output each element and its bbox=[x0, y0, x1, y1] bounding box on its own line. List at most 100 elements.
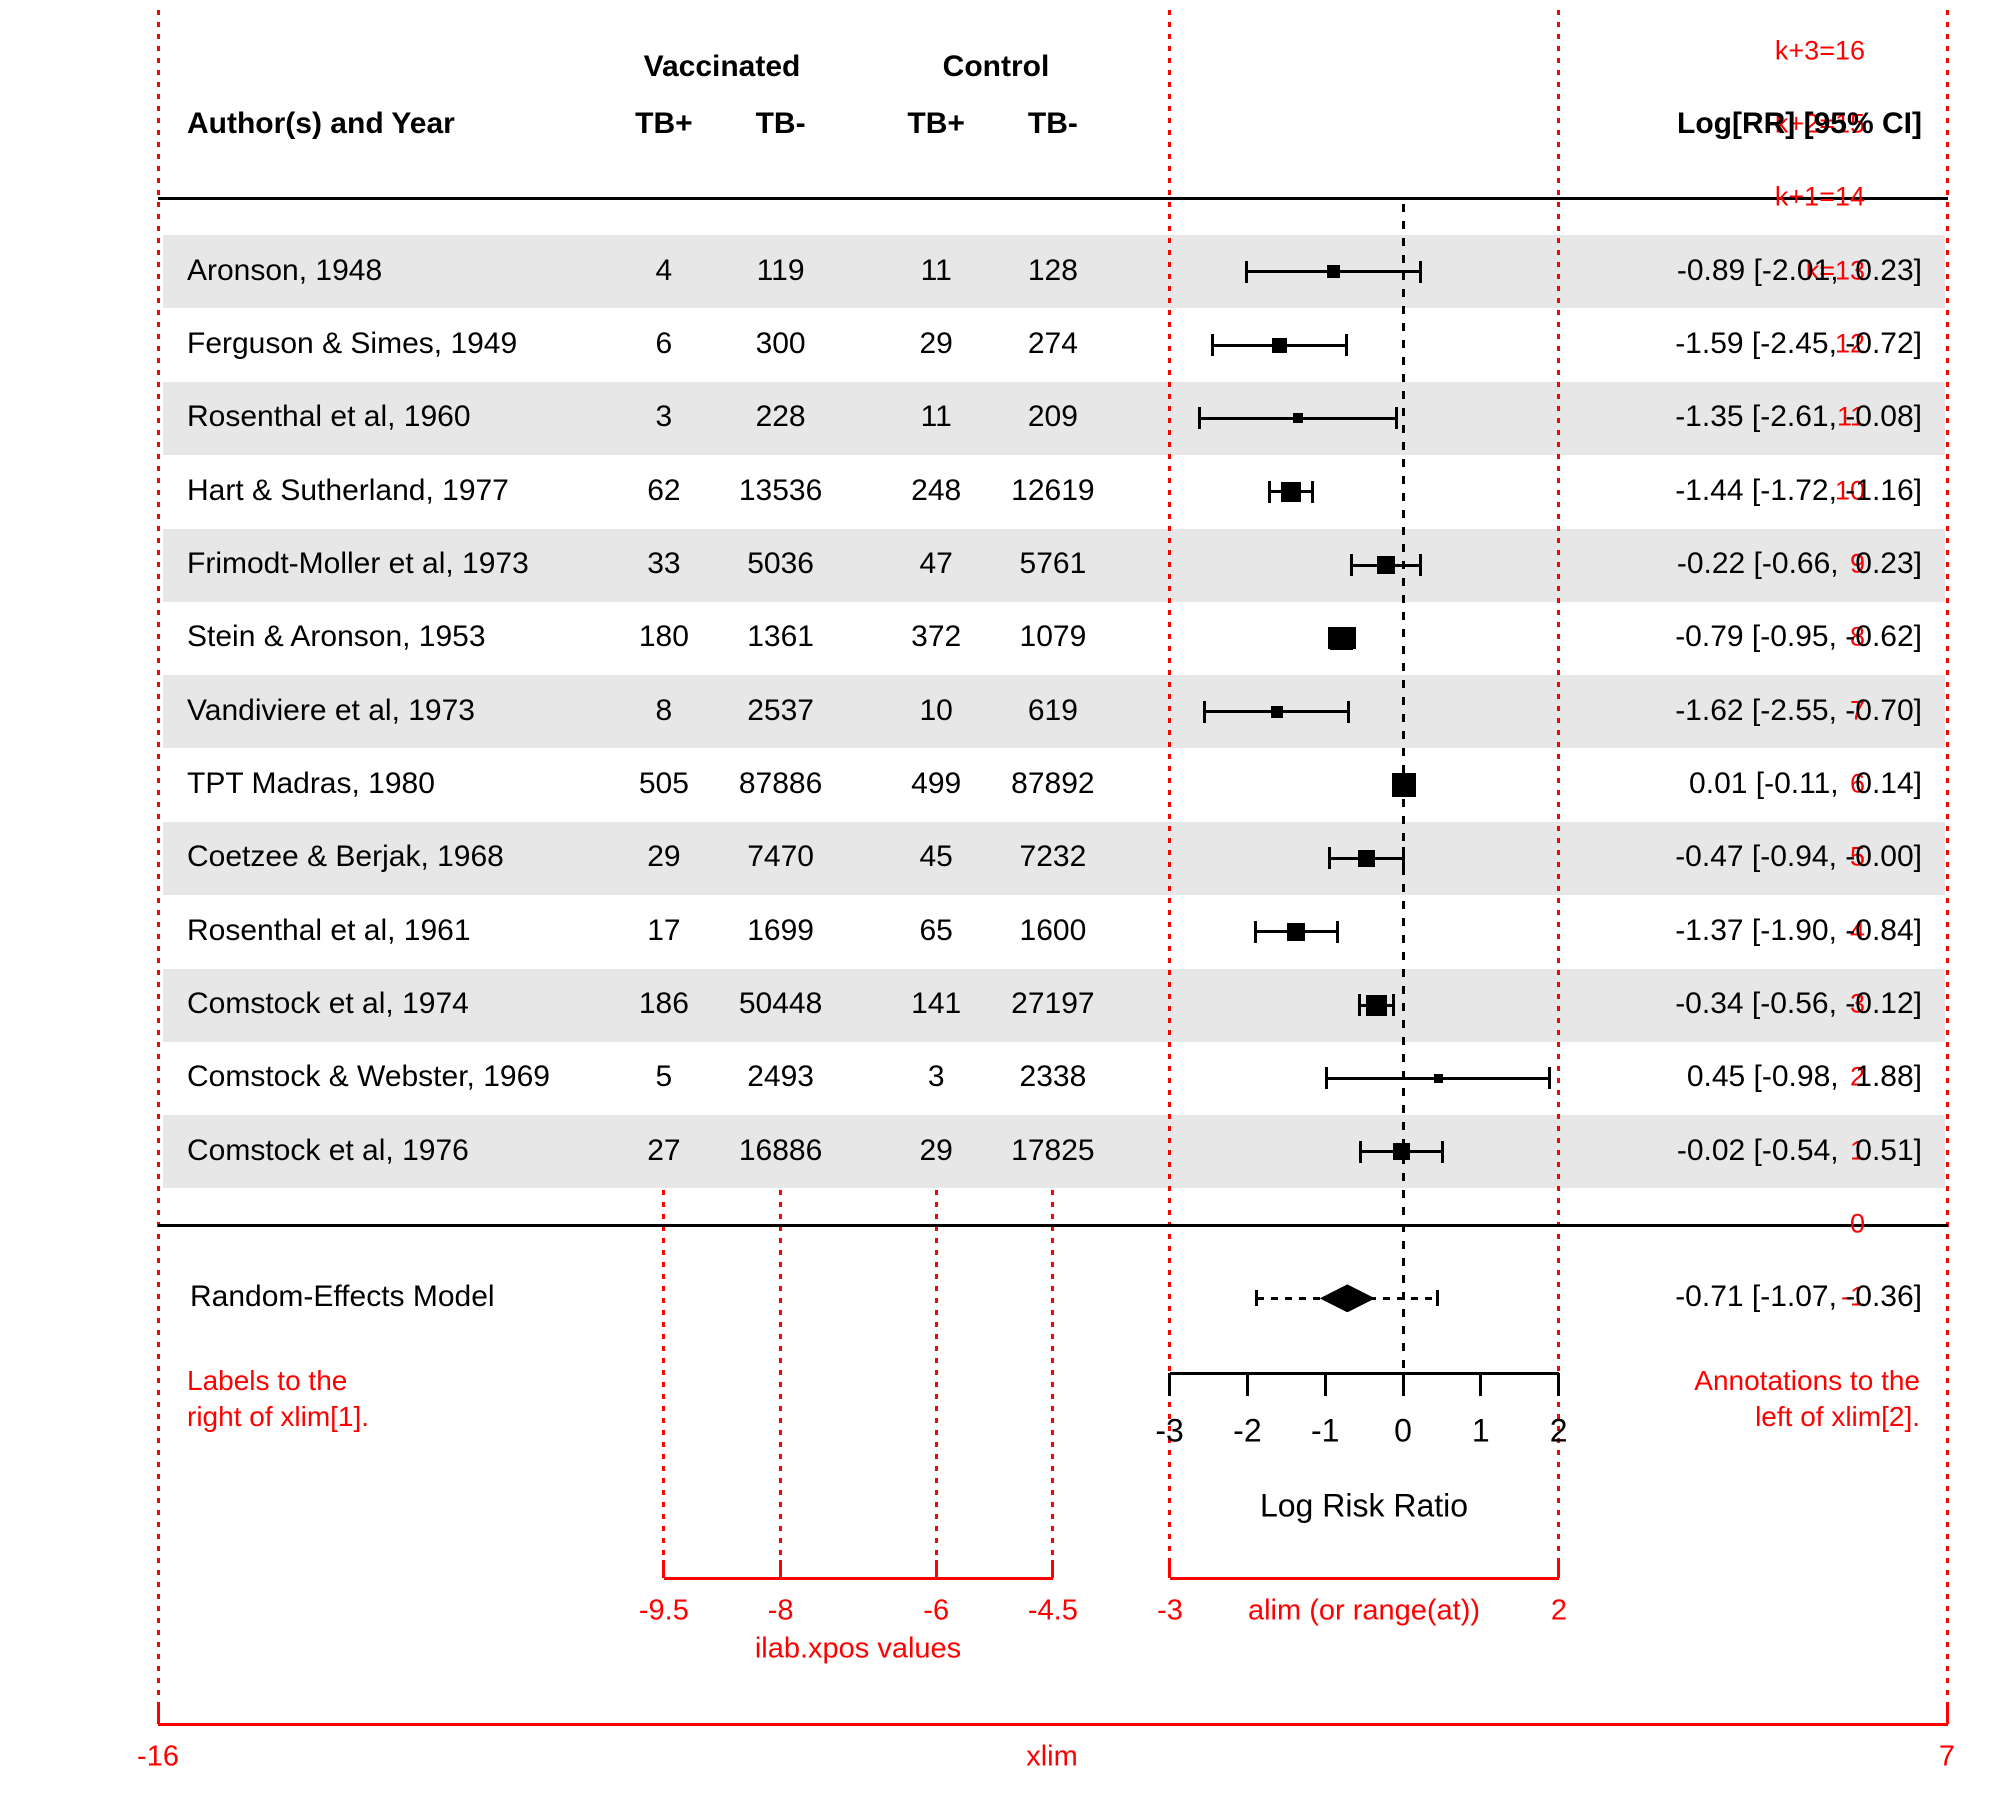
study-count: 3 bbox=[927, 1060, 945, 1094]
effect-square bbox=[1392, 1143, 1410, 1161]
ci-cap-left bbox=[1253, 920, 1257, 943]
study-count: 33 bbox=[647, 546, 681, 580]
study-count: 505 bbox=[638, 766, 689, 800]
study-count: 8 bbox=[655, 693, 673, 727]
effect-square bbox=[1357, 849, 1375, 867]
study-author: Comstock & Webster, 1969 bbox=[187, 1060, 550, 1094]
study-annotation: -1.62 [-2.55, -0.70] bbox=[1675, 693, 1922, 727]
effect-square bbox=[1366, 994, 1388, 1016]
annotations-note-line2: left of xlim[2]. bbox=[1755, 1400, 1920, 1432]
ci-cap-left bbox=[1203, 700, 1207, 723]
ilab-ruler-tick-label: -6 bbox=[923, 1594, 950, 1627]
ci-cap-right bbox=[1347, 700, 1351, 723]
row-number-label: 6 bbox=[1849, 768, 1865, 799]
ci-cap-right bbox=[1311, 480, 1315, 503]
x-axis-tick-label: 2 bbox=[1549, 1412, 1568, 1449]
study-count: 12619 bbox=[1011, 473, 1095, 507]
study-annotation: -0.89 [-2.01, 0.23] bbox=[1676, 253, 1922, 287]
study-count: 87892 bbox=[1011, 766, 1095, 800]
shaded-row-band bbox=[163, 968, 1945, 1042]
shaded-row-band bbox=[163, 235, 1945, 309]
row-number-label: 0 bbox=[1849, 1208, 1865, 1239]
ilab-ruler-tick-label: -9.5 bbox=[638, 1594, 689, 1627]
effect-square bbox=[1327, 265, 1341, 279]
study-count: 16886 bbox=[738, 1133, 823, 1167]
study-count: 17 bbox=[647, 913, 681, 947]
study-count: 29 bbox=[647, 840, 681, 874]
study-count: 128 bbox=[1027, 253, 1078, 287]
author-column-header: Author(s) and Year bbox=[187, 106, 455, 140]
prediction-interval-cap-left bbox=[1255, 1290, 1259, 1307]
study-count: 2537 bbox=[747, 693, 814, 727]
ci-cap-left bbox=[1245, 260, 1249, 283]
alim-ruler-caption: alim (or range(at)) bbox=[1247, 1594, 1481, 1627]
study-annotation: -0.02 [-0.54, 0.51] bbox=[1676, 1133, 1922, 1167]
ilab-ruler-caption: ilab.xpos values bbox=[754, 1632, 962, 1665]
alim-ruler-tick-left bbox=[1168, 1560, 1172, 1578]
alim-ruler-line bbox=[1169, 1576, 1559, 1580]
ilab-ruler-tick-label: -4.5 bbox=[1027, 1594, 1078, 1627]
study-author: Frimodt-Moller et al, 1973 bbox=[187, 546, 529, 580]
x-axis-tick-label: 0 bbox=[1394, 1412, 1412, 1449]
alim-right-guide-line bbox=[1557, 10, 1561, 1578]
row-number-label: -1 bbox=[1840, 1281, 1865, 1312]
xlim-left-guide-line bbox=[156, 10, 160, 1724]
subcolumn-header: TB- bbox=[755, 106, 806, 140]
xlim-ruler-tick-right bbox=[1946, 1706, 1950, 1724]
x-axis-tick bbox=[1557, 1373, 1561, 1396]
row-number-label: 11 bbox=[1836, 401, 1865, 432]
ilab-ruler-tick bbox=[934, 1560, 938, 1578]
row-number-label: k+2=15 bbox=[1774, 108, 1865, 139]
x-axis-tick-label: -3 bbox=[1155, 1412, 1184, 1449]
study-count: 50448 bbox=[738, 986, 823, 1020]
effect-square bbox=[1271, 337, 1287, 353]
study-count: 10 bbox=[919, 693, 953, 727]
alim-ruler-tick-right bbox=[1557, 1560, 1561, 1578]
subcolumn-header: TB+ bbox=[907, 106, 965, 140]
ilab-ruler-tick bbox=[662, 1560, 666, 1578]
effect-square bbox=[1391, 773, 1416, 797]
row-number-label: k+3=16 bbox=[1774, 35, 1865, 66]
ci-cap-right bbox=[1401, 847, 1405, 870]
row-number-label: 7 bbox=[1849, 695, 1865, 726]
study-count: 5761 bbox=[1019, 546, 1087, 580]
study-annotation: -1.44 [-1.72, -1.16] bbox=[1675, 473, 1922, 507]
study-count: 29 bbox=[919, 326, 953, 360]
study-count: 619 bbox=[1027, 693, 1078, 727]
study-author: Comstock et al, 1974 bbox=[187, 986, 469, 1020]
study-author: Stein & Aronson, 1953 bbox=[187, 620, 486, 654]
shaded-row-band bbox=[163, 675, 1945, 749]
ci-cap-right bbox=[1353, 627, 1357, 650]
x-axis-tick-label: -2 bbox=[1233, 1412, 1262, 1449]
shaded-row-band bbox=[163, 528, 1945, 602]
ilab-ruler-tick bbox=[1051, 1560, 1055, 1578]
ilab-ruler-tick-label: -8 bbox=[767, 1594, 794, 1627]
effect-square bbox=[1376, 556, 1395, 574]
subcolumn-header: TB+ bbox=[635, 106, 693, 140]
x-axis-tick bbox=[1245, 1373, 1249, 1396]
study-count: 248 bbox=[911, 473, 962, 507]
study-annotation: -1.37 [-1.90, -0.84] bbox=[1675, 913, 1922, 947]
study-author: Hart & Sutherland, 1977 bbox=[187, 473, 509, 507]
ci-cap-left bbox=[1198, 407, 1202, 430]
subcolumn-header: TB- bbox=[1027, 106, 1078, 140]
study-count: 186 bbox=[638, 986, 689, 1020]
shaded-row-band bbox=[163, 1115, 1945, 1189]
ci-cap-left bbox=[1328, 847, 1332, 870]
effect-square bbox=[1292, 413, 1303, 424]
summary-annotation: -0.71 [-1.07, -0.36] bbox=[1675, 1280, 1922, 1314]
study-count: 4 bbox=[655, 253, 673, 287]
ilab-xpos-guide-line bbox=[934, 1190, 938, 1578]
study-count: 17825 bbox=[1011, 1133, 1095, 1167]
ci-cap-left bbox=[1267, 480, 1271, 503]
study-annotation: -0.34 [-0.56, -0.12] bbox=[1675, 986, 1922, 1020]
study-count: 13536 bbox=[738, 473, 823, 507]
study-count: 209 bbox=[1027, 400, 1078, 434]
ci-cap-left bbox=[1350, 554, 1354, 576]
row-number-label: 12 bbox=[1834, 328, 1865, 359]
annotations-note-line1: Annotations to the bbox=[1694, 1364, 1920, 1396]
study-count: 27197 bbox=[1011, 986, 1095, 1020]
study-author: TPT Madras, 1980 bbox=[187, 766, 435, 800]
ci-cap-right bbox=[1547, 1067, 1551, 1090]
ilab-ruler-tick bbox=[779, 1560, 783, 1578]
